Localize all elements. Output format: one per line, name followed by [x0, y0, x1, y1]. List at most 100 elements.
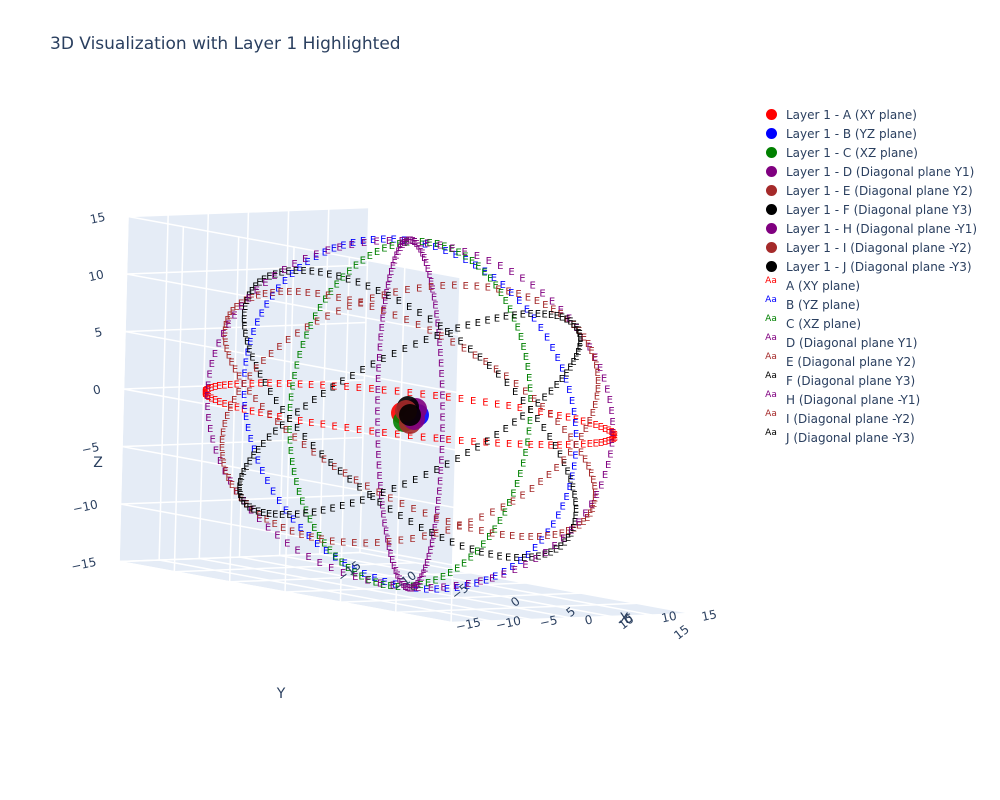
legend-item[interactable]: Aa B (YZ plane) [756, 295, 996, 314]
text-marker: E [462, 247, 468, 258]
legend-symbol: Aa [756, 277, 786, 290]
legend-item[interactable]: Aa E (Diagonal plane Y2) [756, 352, 996, 371]
text-marker: E [202, 388, 208, 399]
text-marker: E [500, 502, 506, 513]
text-marker: E [262, 278, 268, 289]
text-marker: E [612, 430, 618, 441]
text-marker: E [445, 435, 451, 446]
text-marker: E [553, 545, 559, 556]
text-marker: E [535, 309, 541, 320]
text-marker: E [240, 497, 246, 508]
text-marker: E [328, 563, 334, 574]
text-marker: E [286, 287, 292, 298]
x-axis-title: X [619, 611, 629, 627]
text-marker: E [572, 498, 578, 509]
text-marker: E [559, 528, 565, 539]
legend-item[interactable]: Layer 1 - E (Diagonal plane Y2) [756, 181, 996, 200]
text-marker: E [525, 362, 531, 373]
legend-item[interactable]: Aa D (Diagonal plane Y1) [756, 333, 996, 352]
text-marker: E [264, 476, 270, 487]
text-marker: E [519, 411, 525, 422]
text-marker: E [474, 282, 480, 293]
text-marker: E [478, 547, 484, 558]
text-marker: E [326, 269, 332, 280]
legend-item[interactable]: Aa F (Diagonal plane Y3) [756, 371, 996, 390]
text-marker: E [486, 532, 492, 543]
scene-grid [118, 206, 693, 624]
text-marker: E [547, 547, 553, 558]
text-marker: E [555, 511, 561, 522]
text-marker: E [345, 563, 351, 574]
text-marker: E [535, 399, 541, 410]
legend-item[interactable]: Aa H (Diagonal plane -Y1) [756, 390, 996, 409]
legend-item[interactable]: Aa J (Diagonal plane -Y3) [756, 428, 996, 447]
text-marker: E [245, 423, 251, 434]
text-marker: E [241, 379, 247, 390]
text-marker: E [573, 429, 579, 440]
text-marker: E [470, 437, 476, 448]
text-marker: E [439, 391, 445, 402]
legend-item[interactable]: Layer 1 - C (XZ plane) [756, 143, 996, 162]
legend-item[interactable]: Layer 1 - F (Diagonal plane Y3) [756, 200, 996, 219]
legend-item[interactable]: Layer 1 - H (Diagonal plane -Y1) [756, 219, 996, 238]
legend-item[interactable]: Layer 1 - I (Diagonal plane -Y2) [756, 238, 996, 257]
legend-symbol [756, 223, 786, 234]
plot-3d-scene[interactable]: EEEEEEEEEEEEEEEEEEEEEEEEEEEEEEEEEEEEEEEE… [0, 0, 740, 800]
text-marker: E [236, 486, 242, 497]
legend-dot [765, 261, 777, 272]
legend-dot [765, 128, 777, 139]
text-marker: E [393, 251, 399, 262]
text-marker: E [241, 379, 247, 390]
text-marker: E [376, 471, 382, 482]
text-marker: E [477, 353, 483, 364]
text-marker: E [510, 489, 516, 500]
legend-label: Layer 1 - H (Diagonal plane -Y1) [786, 221, 978, 236]
text-marker: E [602, 437, 608, 448]
text-marker: E [427, 326, 433, 337]
text-marker: E [220, 427, 226, 438]
legend-label: B (YZ plane) [786, 297, 861, 312]
legend-item[interactable]: Layer 1 - D (Diagonal plane Y1) [756, 162, 996, 181]
legend-item[interactable]: Aa I (Diagonal plane -Y2) [756, 409, 996, 428]
text-marker: E [394, 430, 400, 441]
text-marker: E [438, 466, 444, 477]
text-marker: E [386, 537, 392, 548]
text-marker: E [567, 363, 573, 374]
text-marker: E [272, 427, 278, 438]
text-marker: E [418, 573, 424, 584]
text-marker: E [406, 302, 412, 313]
text-marker: E [380, 354, 386, 365]
text-marker: E [222, 331, 228, 342]
text-marker: E [567, 482, 573, 493]
text-marker: E [427, 546, 433, 557]
text-marker: E [241, 467, 247, 478]
gridline [238, 212, 250, 558]
text-marker: E [483, 575, 489, 586]
text-marker: E [428, 277, 434, 288]
legend-item[interactable]: Aa A (XY plane) [756, 276, 996, 295]
text-marker: E [399, 240, 405, 251]
text-marker: E [566, 314, 572, 325]
text-marker: E [291, 467, 297, 478]
text-marker: E [357, 299, 363, 310]
text-marker: E [286, 425, 292, 436]
legend-label: J (Diagonal plane -Y3) [786, 430, 915, 445]
text-marker: E [554, 311, 560, 322]
text-marker: E [222, 326, 228, 337]
legend-item[interactable]: Layer 1 - J (Diagonal plane -Y3) [756, 257, 996, 276]
legend-item[interactable]: Aa C (XZ plane) [756, 314, 996, 333]
text-marker: E [396, 239, 402, 250]
text-marker: E [576, 520, 582, 531]
text-marker: E [385, 291, 391, 302]
text-marker: E [241, 315, 247, 326]
text-marker: E [520, 342, 526, 353]
legend-item[interactable]: Layer 1 - A (XY plane) [756, 105, 996, 124]
text-marker: E [243, 499, 249, 510]
legend-dot [765, 185, 777, 196]
text-marker: E [271, 271, 277, 282]
text-marker: E [612, 433, 618, 444]
text-marker: E [383, 288, 389, 299]
legend-item[interactable]: Layer 1 - B (YZ plane) [756, 124, 996, 143]
text-marker: E [392, 310, 398, 321]
text-marker: E [485, 283, 491, 294]
